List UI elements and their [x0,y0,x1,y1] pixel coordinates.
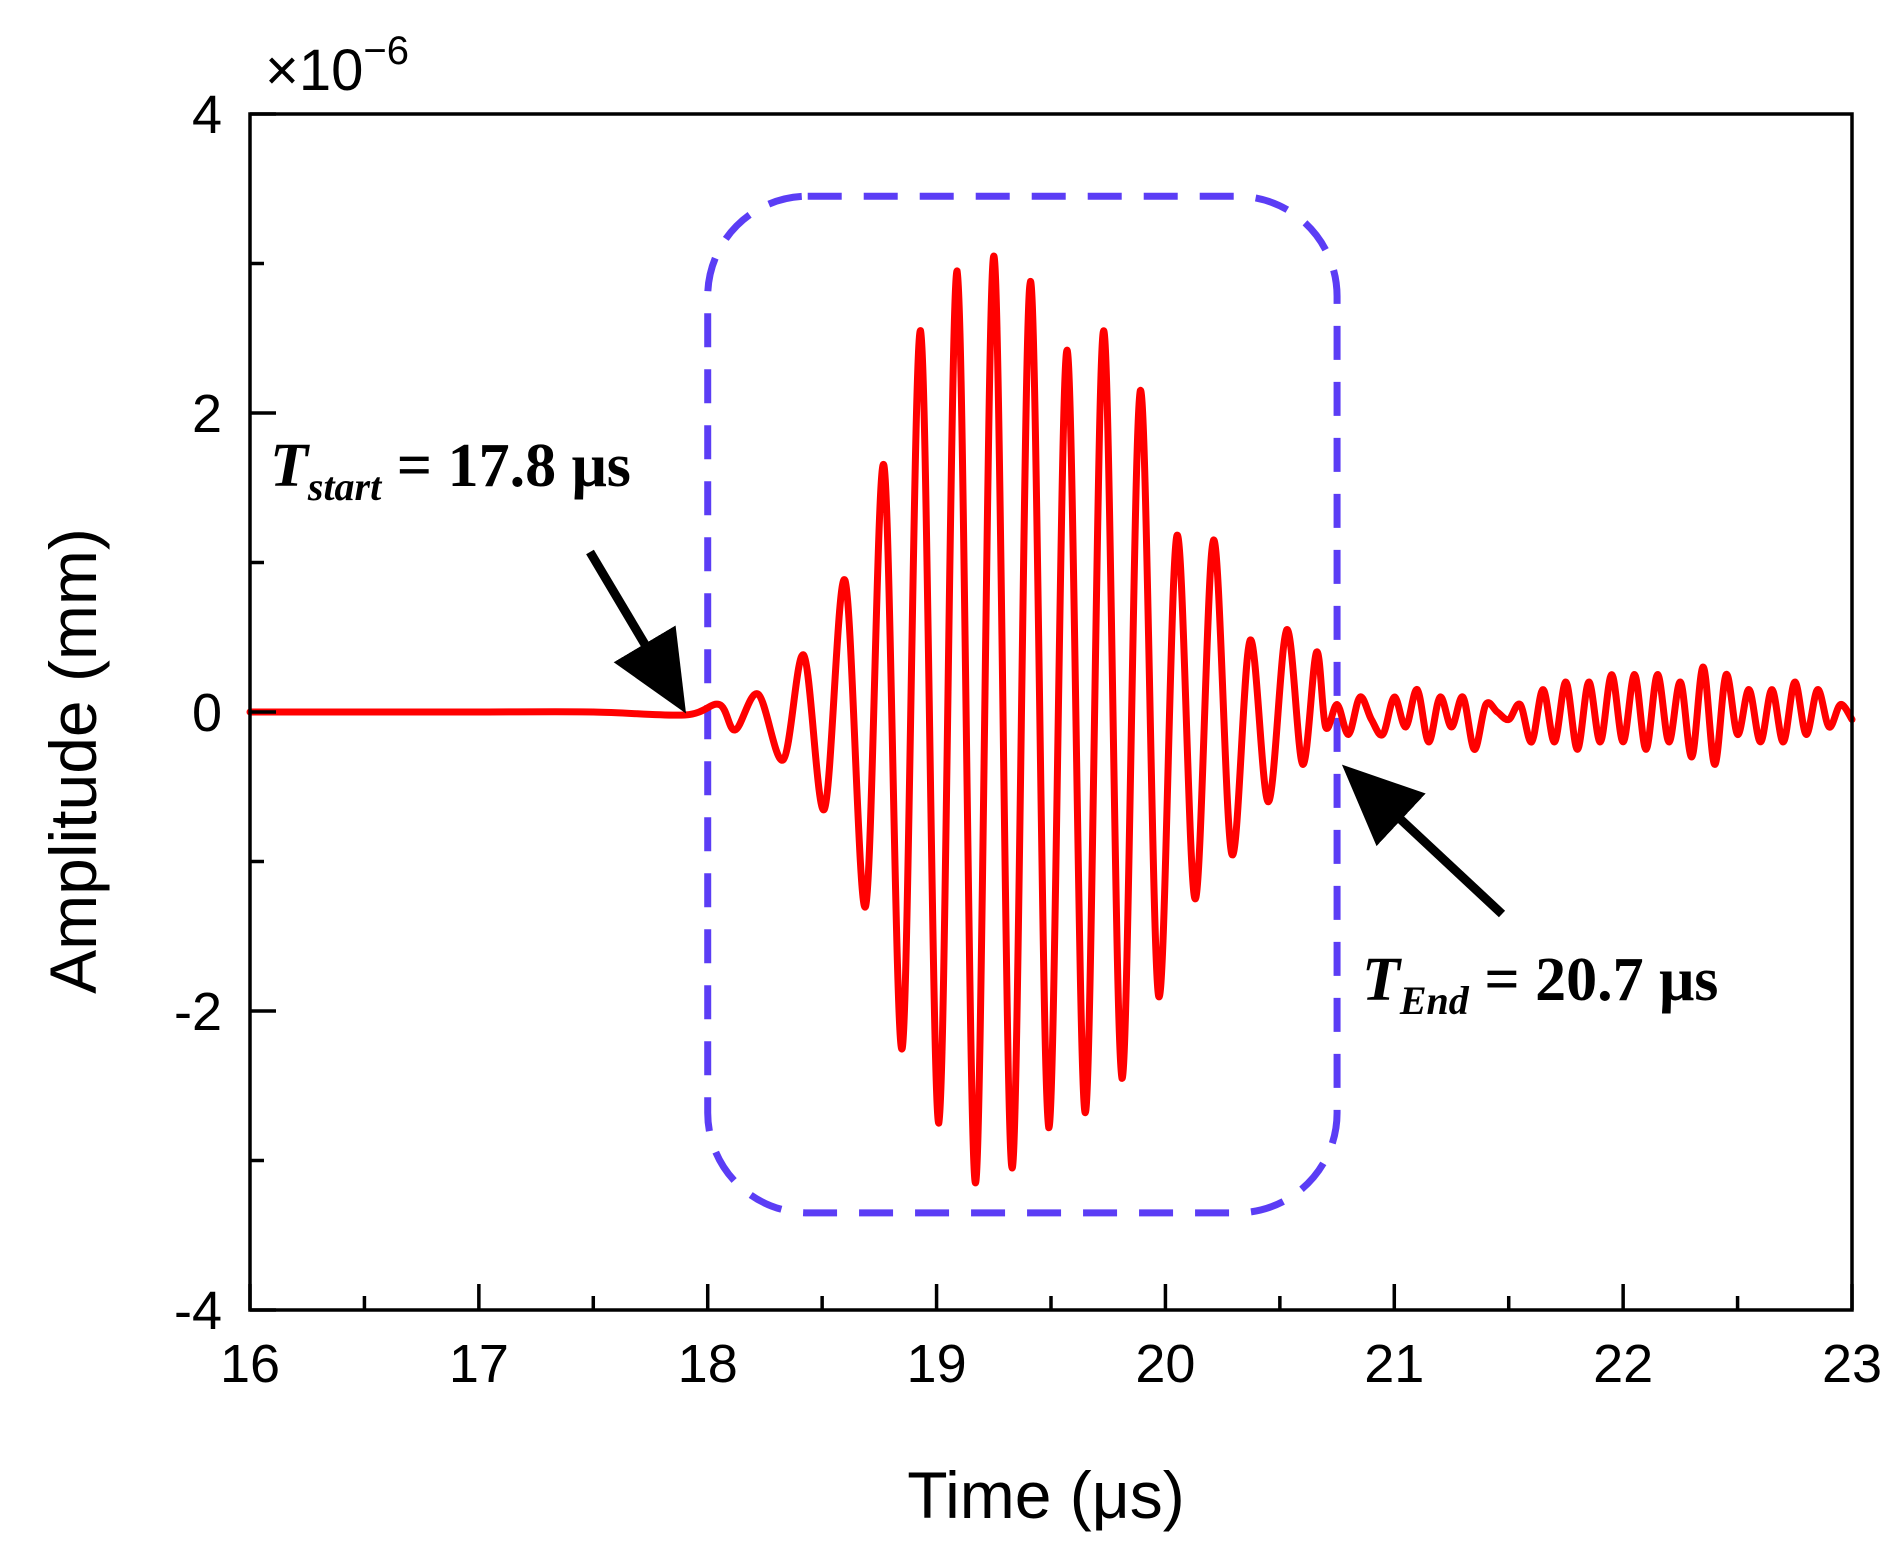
y-axis-title: Amplitude (mm) [36,528,110,994]
annotation-t-end-subscript: End [1399,978,1470,1023]
x-tick-label: 17 [449,1334,509,1394]
x-axis-title: Time (μs) [907,1458,1185,1532]
y-tick-label: -4 [174,1281,222,1341]
x-tick-label: 20 [1135,1334,1195,1394]
x-axis-ticks: 16 17 18 19 20 21 22 23 [220,1284,1882,1394]
y-tick-label: -2 [174,982,222,1042]
series-line-displacement-signal [246,252,1856,1187]
annotation-t-start: Tstart = 17.8 μs [270,432,631,509]
x-tick-label: 21 [1364,1334,1424,1394]
annotation-t-end-value: = 20.7 μs [1469,946,1719,1014]
x-tick-label: 19 [907,1334,967,1394]
y-tick-label: 4 [192,85,222,145]
y-axis-multiplier: ×10−6 [265,29,409,103]
y-multiplier-exponent: −6 [363,29,409,73]
annotation-arrow-end [1341,764,1506,918]
annotation-t-end-symbol: T [1362,946,1402,1014]
annotation-t-start-value: = 17.8 μs [381,432,631,500]
y-axis-ticks: -4 -2 0 2 4 [174,85,276,1341]
x-tick-label: 23 [1822,1334,1882,1394]
y-tick-label: 0 [192,683,222,743]
x-tick-label: 16 [220,1334,280,1394]
x-tick-label: 18 [678,1334,738,1394]
x-tick-label: 22 [1593,1334,1653,1394]
annotation-arrow-start [586,549,687,714]
y-multiplier-base: ×10 [265,38,363,103]
y-tick-label: 2 [192,384,222,444]
annotation-t-start-symbol: T [270,432,310,500]
annotation-t-end: TEnd = 20.7 μs [1362,946,1718,1023]
annotation-t-start-subscript: start [307,464,383,509]
